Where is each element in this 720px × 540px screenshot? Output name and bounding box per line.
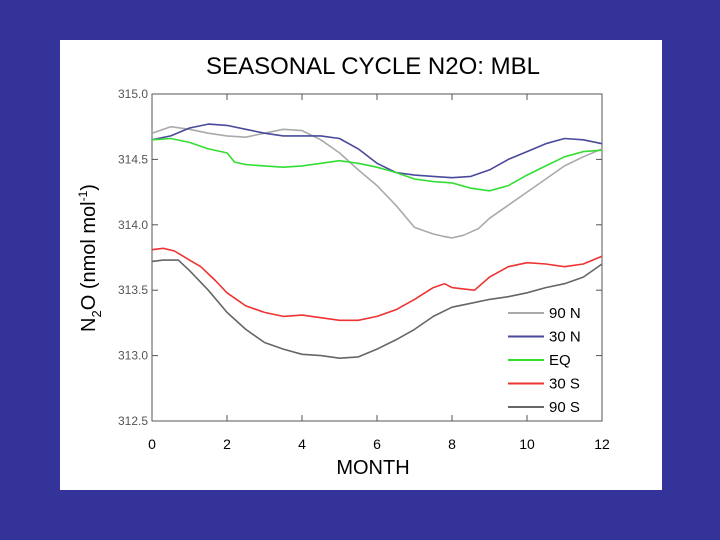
- series-line-30-s: [151, 247, 603, 322]
- legend-label: 90 S: [549, 399, 580, 416]
- legend-label: 90 N: [549, 305, 581, 322]
- x-tick-label: 0: [148, 436, 156, 452]
- y-tick-label: 313.5: [118, 283, 148, 297]
- x-axis-ticks: 0 2 4 6 8 10 12: [148, 94, 610, 452]
- x-tick-label: 8: [448, 436, 456, 452]
- legend-label: EQ: [549, 352, 571, 369]
- x-tick-label: 6: [373, 436, 381, 452]
- series-line-90-n: [151, 125, 603, 239]
- legend-label: 30 N: [549, 329, 581, 346]
- x-tick-label: 10: [519, 436, 535, 452]
- legend-label: 30 S: [549, 376, 580, 393]
- y-axis-label: N2O (nmol mol-1): [76, 184, 104, 332]
- series-line-eq: [151, 137, 603, 192]
- y-axis-ticks: 312.5 313.0 313.5 314.0 314.5 315.0: [118, 87, 602, 428]
- x-tick-label: 12: [594, 436, 610, 452]
- y-tick-label: 314.0: [118, 218, 148, 232]
- series-line-30-n: [151, 123, 603, 179]
- y-tick-label: 313.0: [118, 349, 148, 363]
- series-lines: [151, 123, 603, 360]
- x-axis-label: MONTH: [336, 457, 409, 479]
- chart-title: SEASONAL CYCLE N2O: MBL: [206, 53, 540, 80]
- plot-area-frame: [151, 93, 603, 422]
- chart-panel: SEASONAL CYCLE N2O: MBL 312.5 313.0 313.5 3…: [60, 40, 662, 490]
- x-tick-label: 4: [298, 436, 306, 452]
- legend: 90 N 30 N EQ 30 S 90 S: [508, 305, 581, 416]
- y-tick-label: 312.5: [118, 414, 148, 428]
- chart-canvas: SEASONAL CYCLE N2O: MBL 312.5313.0313.53…: [76, 53, 610, 479]
- x-tick-label: 2: [223, 436, 231, 452]
- y-tick-label: 314.5: [118, 152, 148, 166]
- y-tick-label: 315.0: [118, 87, 148, 101]
- series-line-90-s: [151, 259, 603, 360]
